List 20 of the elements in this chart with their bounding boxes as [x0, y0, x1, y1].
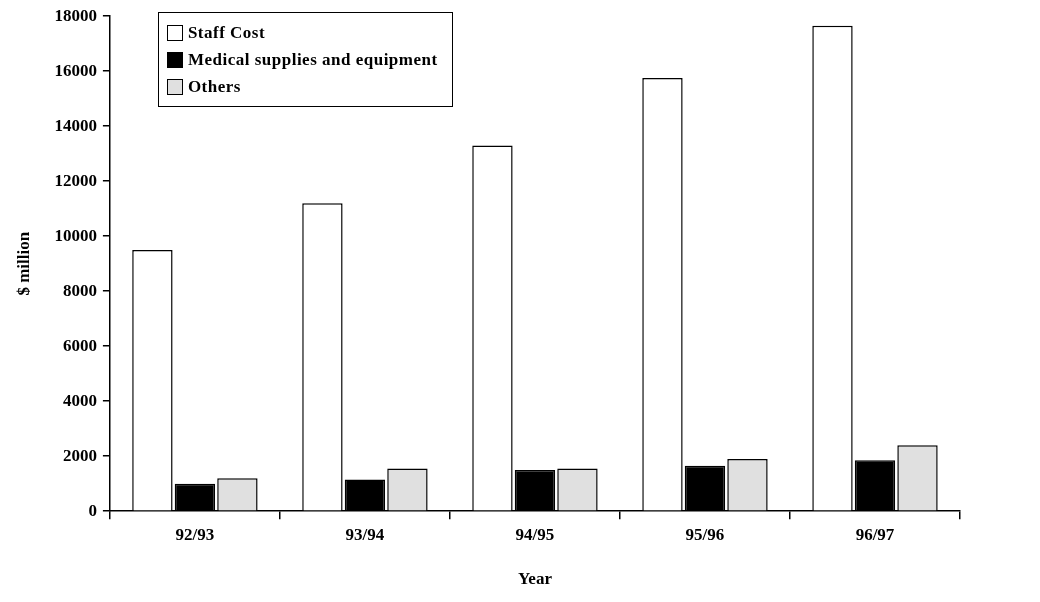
y-tick-label: 8000: [62, 280, 97, 300]
x-tick-label: 92/93: [175, 524, 215, 544]
x-tick-label: 93/94: [345, 524, 385, 544]
y-tick-label: 18000: [54, 5, 97, 25]
y-tick-label: 12000: [54, 170, 97, 190]
x-tick-label: 96/97: [855, 524, 895, 544]
y-axis-title: $ million: [13, 231, 33, 296]
y-tick-label: 10000: [54, 225, 97, 245]
y-tick-label: 0: [88, 500, 97, 520]
x-axis-title: Year: [517, 569, 553, 589]
y-tick-label: 2000: [62, 445, 97, 465]
legend-label: Medical supplies and equipment: [187, 49, 438, 70]
y-tick-label: 14000: [54, 115, 97, 135]
x-tick-label: 94/95: [515, 524, 555, 544]
legend-label: Staff Cost: [187, 22, 266, 43]
y-tick-label: 4000: [62, 390, 97, 410]
y-tick-label: 16000: [54, 60, 97, 80]
x-tick-label: 95/96: [685, 524, 725, 544]
y-tick-label: 6000: [62, 335, 97, 355]
legend-label: Others: [187, 76, 241, 97]
